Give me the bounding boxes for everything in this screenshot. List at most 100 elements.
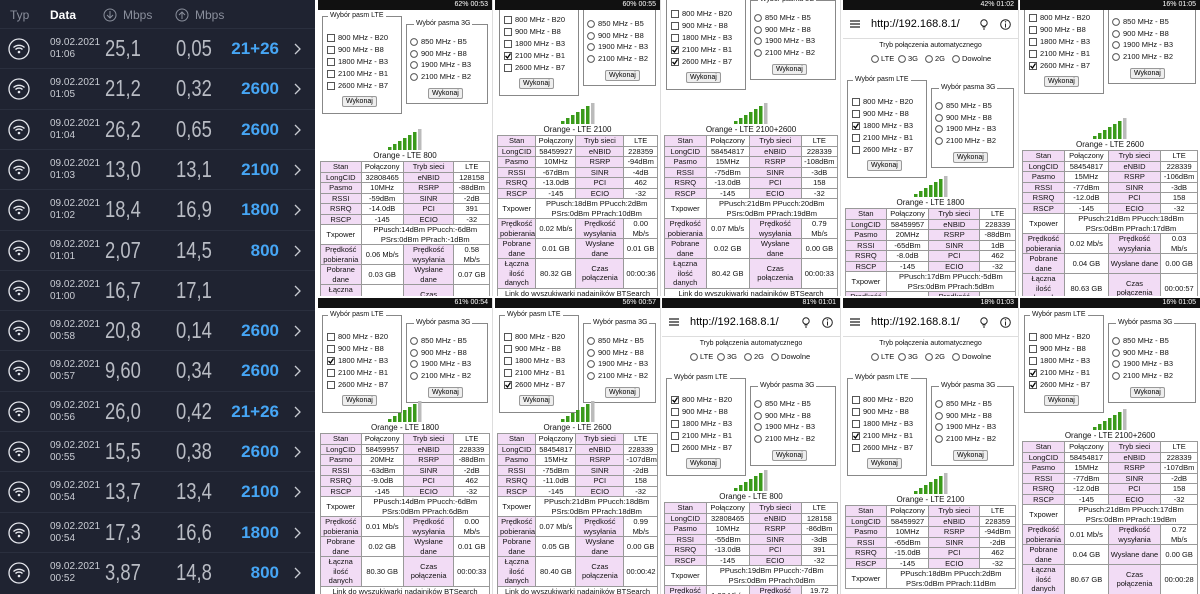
result-row[interactable]: 09.02.2021 00:56 26,0 0,42 21+26 — [0, 390, 315, 432]
table-label: Łączna ilość danych — [320, 556, 362, 587]
apply-button[interactable]: Wykonaj — [1044, 395, 1079, 406]
table-value: 0.07 GB — [453, 264, 490, 285]
g3-band-option: 2100 MHz - B2 — [1123, 51, 1174, 61]
table-row: Pasmo 15MHz RSRP -106dBm — [1022, 171, 1198, 183]
result-row[interactable]: 09.02.2021 01:02 18,4 16,9 1800 — [0, 189, 315, 230]
radio — [717, 353, 725, 361]
result-date: 09.02.2021 — [50, 198, 101, 210]
apply-button[interactable]: Wykonaj — [953, 152, 988, 163]
table-value: 58454817 — [535, 443, 577, 455]
table-value: -2dB — [1160, 472, 1198, 484]
checkbox — [327, 58, 335, 66]
mode-title: Tryb połączenia automatycznego — [699, 340, 803, 347]
apply-button[interactable]: Wykonaj — [772, 64, 807, 75]
table-label: RSCP — [664, 554, 707, 566]
apply-button[interactable]: Wykonaj — [867, 160, 902, 171]
apply-button[interactable]: Wykonaj — [428, 387, 463, 398]
apply-button[interactable]: Wykonaj — [1044, 76, 1079, 87]
table-row: Pobrane dane 0.05 GB Wysłane dane 0.00 GB — [496, 536, 658, 557]
table-value: -145 — [705, 187, 750, 199]
table-row: Stan Połączony Tryb sieci LTE — [845, 505, 1016, 517]
radio — [690, 353, 698, 361]
result-row[interactable]: 09.02.2021 00:58 20,8 0,14 2600 — [0, 310, 315, 351]
result-row[interactable]: 09.02.2021 01:05 21,2 0,32 2600 — [0, 68, 315, 109]
table-cell: Połączony — [705, 135, 750, 147]
table-row: Txpower PPusch:21dBm PPucch:20dBm PSrs:0d… — [664, 198, 839, 219]
table-label: PCI — [575, 475, 625, 487]
table-value: 00:03:48 — [453, 284, 490, 296]
bulb-icon — [802, 317, 810, 328]
table-cell: Tryb sieci — [748, 135, 802, 147]
result-row[interactable]: 09.02.2021 01:04 26,2 0,65 2600 — [0, 108, 315, 150]
radio — [410, 72, 418, 81]
chevron — [294, 567, 301, 579]
mode-title: Tryb połączenia automatycznego — [879, 42, 982, 49]
radio — [1112, 41, 1120, 49]
apply-button[interactable]: Wykonaj — [1130, 387, 1165, 398]
status-bar: 61% 00:54 — [318, 298, 492, 308]
result-row[interactable]: 09.02.2021 01:01 2,07 14,5 800 — [0, 229, 315, 271]
table-label: Pasmo — [845, 229, 887, 241]
apply-button[interactable]: Wykonaj — [342, 96, 377, 107]
apply-button[interactable]: Wykonaj — [519, 78, 554, 89]
menu-icon — [850, 318, 860, 326]
result-row[interactable]: 09.02.2021 00:52 3,87 14,8 800 — [0, 551, 315, 593]
apply-button[interactable]: Wykonaj — [428, 88, 463, 99]
result-row[interactable]: 09.02.2021 01:00 16,7 17,1 — [0, 269, 315, 311]
table-row: LongCID 32808465 eNBID 128158 — [320, 171, 490, 183]
table-label: LongCID — [496, 145, 537, 157]
table-row: RSCP -145 ECIO -32 — [1022, 493, 1198, 505]
apply-button[interactable]: Wykonaj — [605, 387, 640, 398]
checkbox — [504, 369, 512, 377]
screen-title: Orange - LTE 2600 — [543, 423, 612, 432]
result-row[interactable]: 09.02.2021 01:06 25,1 0,05 21+26 — [0, 28, 315, 69]
apply-button[interactable]: Wykonaj — [686, 72, 721, 83]
table-cell: Stan — [845, 505, 887, 517]
table-value: 00:00:33 — [453, 556, 490, 587]
apply-button[interactable]: Wykonaj — [772, 450, 807, 461]
table-value: 80.28 GB — [360, 284, 404, 296]
result-row[interactable]: 09.02.2021 00:54 17,3 16,6 1800 — [0, 511, 315, 553]
g3-band-option: 900 MHz - B8 — [598, 30, 644, 40]
apply-button[interactable]: Wykonaj — [519, 395, 554, 406]
table-row: RSSI -55dBm SINR -3dB — [664, 533, 839, 545]
table-label: RSRQ — [664, 177, 707, 189]
apply-button[interactable]: Wykonaj — [605, 70, 640, 81]
apply-button[interactable]: Wykonaj — [1130, 68, 1165, 79]
table-cell: Połączony — [1064, 150, 1109, 162]
table-value: -145 — [535, 485, 577, 497]
url-text: http://192.168.8.1/ — [871, 316, 960, 328]
table-value: PPusch:21dBm PPucch:18dBm PSrs:0dBm PPra… — [1064, 213, 1198, 234]
g3-band-option: 850 MHz - B5 — [598, 19, 644, 28]
result-row[interactable]: 09.02.2021 00:55 15,5 0,38 2600 — [0, 431, 315, 472]
table-label: ECIO — [748, 554, 802, 566]
table-label: Txpower — [320, 496, 362, 517]
apply-button[interactable]: Wykonaj — [342, 395, 377, 406]
table-row: Stan Połączony Tryb sieci LTE — [664, 135, 839, 147]
g3-band-option: 1900 MHz - B3 — [946, 124, 997, 133]
table-label: PCI — [575, 177, 625, 189]
result-date: 09.02.2021 — [50, 520, 101, 532]
table-label: RSCP — [1022, 493, 1065, 505]
table-label: LongCID — [1022, 160, 1065, 172]
lte-band-option: 2600 MHz - B7 — [515, 380, 566, 389]
table-cell: Tryb sieci — [575, 135, 625, 147]
table-value: -32 — [1160, 202, 1198, 214]
result-row[interactable]: 09.02.2021 00:54 13,7 13,4 2100 — [0, 471, 315, 512]
lte-band-option: 2100 MHz - B1 — [338, 368, 389, 377]
table-cell: Połączony — [360, 433, 404, 445]
checkbox — [852, 396, 860, 404]
g3-band-title: Wybór pasma 3G — [939, 382, 998, 389]
wifi-icon — [8, 280, 30, 302]
result-row[interactable]: 09.02.2021 01:03 13,0 13,1 2100 — [0, 148, 315, 190]
wifi-icon — [8, 360, 30, 383]
lte-band-option: 2100 MHz - B1 — [515, 368, 566, 377]
apply-button[interactable]: Wykonaj — [953, 450, 988, 461]
result-time: 00:52 — [50, 572, 76, 584]
result-row[interactable]: 09.02.2021 00:57 9,60 0,34 2600 — [0, 350, 315, 391]
apply-button[interactable]: Wykonaj — [686, 458, 721, 469]
table-value: 0.04 GB — [1064, 253, 1109, 274]
table-cell: Stan — [1022, 150, 1065, 162]
apply-button[interactable]: Wykonaj — [867, 458, 902, 469]
